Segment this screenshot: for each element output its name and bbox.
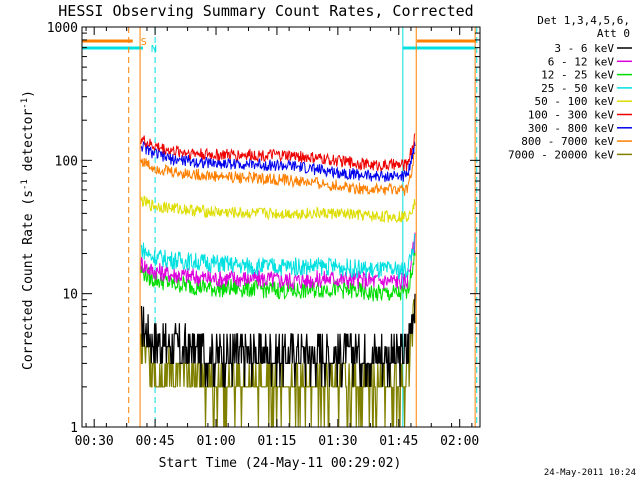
x-axis: 00:30 00:45 01:00 01:15 01:30 01:45 02:00 <box>75 27 479 449</box>
timestamp: 24-May-2011 10:24 <box>544 468 636 478</box>
x-tick-label-2: 01:00 <box>196 434 235 449</box>
series-line-3 <box>140 233 416 280</box>
legend-entry-8: 7000 - 20000 keV <box>508 148 614 161</box>
plot-frame <box>81 26 481 428</box>
y-tick-label-2: 100 <box>55 154 78 169</box>
y-tick-label-3: 1000 <box>47 21 78 36</box>
series-line-4 <box>140 195 416 224</box>
y-tick-label-0: 1 <box>70 421 78 436</box>
legend-entry-6: 300 - 800 keV <box>528 122 614 135</box>
series-line-1 <box>140 232 416 291</box>
plot-area: SN <box>82 27 478 428</box>
legend-header-1: Att 0 <box>597 27 630 40</box>
flag-label-s: S <box>141 37 147 48</box>
y-axis-label-sup1: -1 <box>20 179 30 190</box>
x-tick-label-5: 01:45 <box>379 434 418 449</box>
y-tick-label-1: 10 <box>62 288 78 303</box>
series-line-0 <box>140 293 416 388</box>
x-tick-label-1: 00:45 <box>136 434 175 449</box>
legend-entry-2: 12 - 25 keV <box>541 69 614 82</box>
y-axis-label-mid: detector <box>21 109 36 180</box>
x-axis-label: Start Time (24-May-11 00:29:02) <box>159 456 402 471</box>
y-axis: 1 10 100 1000 <box>47 21 480 436</box>
legend-entry-7: 800 - 7000 keV <box>521 135 614 148</box>
x-tick-label-6: 02:00 <box>440 434 479 449</box>
x-tick-label-0: 00:30 <box>75 434 114 449</box>
legend-entry-5: 100 - 300 keV <box>528 109 614 122</box>
legend-entry-0: 3 - 6 keV <box>554 42 614 55</box>
y-axis-label: Corrected Count Rate (s-1 detector-1) <box>20 90 36 370</box>
series-line-6 <box>140 141 416 183</box>
legend-entry-4: 50 - 100 keV <box>535 95 615 108</box>
x-tick-label-3: 01:15 <box>257 434 296 449</box>
legend-entry-3: 25 - 50 keV <box>541 82 614 95</box>
chart-title: HESSI Observing Summary Count Rates, Cor… <box>58 2 473 20</box>
y-axis-label-main: Corrected Count Rate (s <box>21 190 36 370</box>
flag-label-n: N <box>151 44 157 55</box>
series-line-7 <box>140 152 416 196</box>
legend-entry-1: 6 - 12 keV <box>548 55 615 68</box>
x-tick-label-4: 01:30 <box>318 434 357 449</box>
y-axis-label-sup2: -1 <box>20 98 30 109</box>
legend-header-0: Det 1,3,4,5,6, <box>537 14 630 27</box>
y-axis-label-end: ) <box>21 90 36 98</box>
series-line-5 <box>140 133 416 172</box>
